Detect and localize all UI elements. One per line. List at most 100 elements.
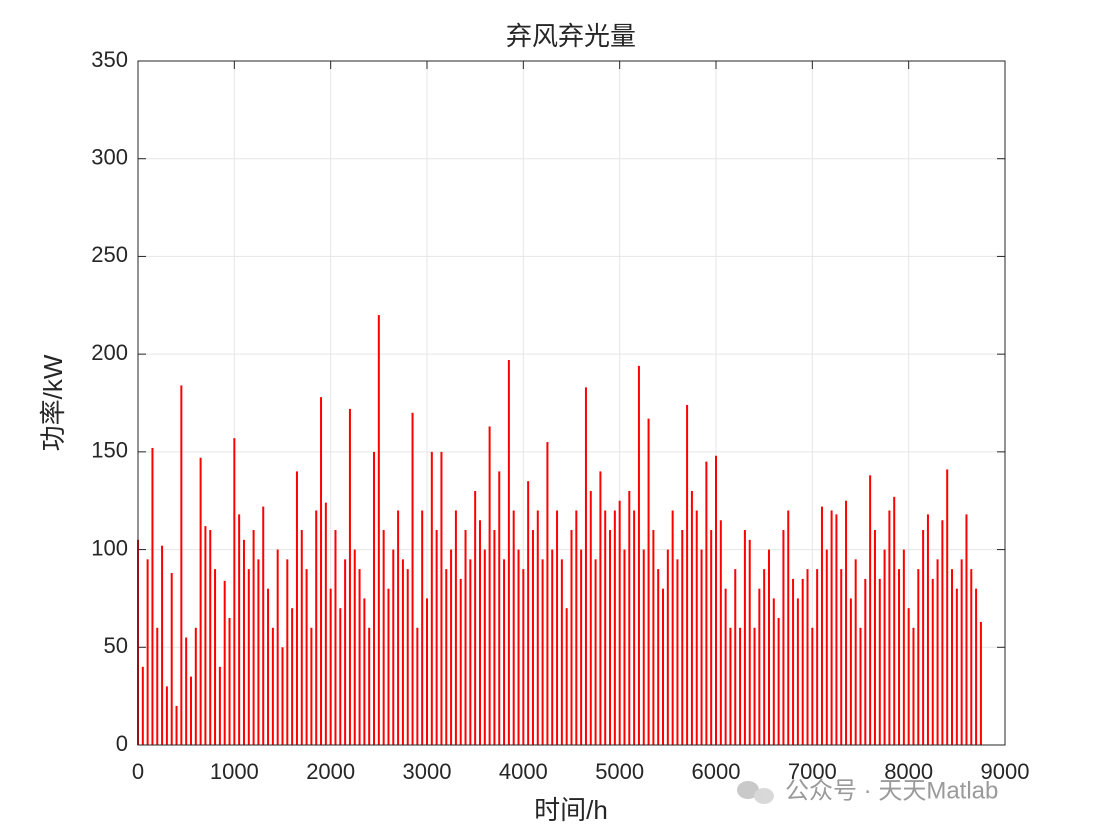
bar <box>503 559 506 745</box>
bar <box>214 569 217 745</box>
bar <box>242 539 245 745</box>
bar <box>888 510 891 745</box>
bar <box>565 608 568 745</box>
bar <box>507 360 510 745</box>
bar <box>170 573 173 745</box>
watermark-icon <box>737 781 774 804</box>
bar <box>743 530 746 745</box>
bar <box>873 530 876 745</box>
x-tick-label: 4000 <box>499 759 548 784</box>
bar <box>662 588 665 745</box>
bar <box>151 447 154 745</box>
bar <box>556 510 559 745</box>
bar <box>946 469 949 745</box>
bar <box>411 412 414 745</box>
bar <box>926 514 929 745</box>
bar <box>589 490 592 745</box>
bar <box>917 569 920 745</box>
x-tick-label: 3000 <box>403 759 452 784</box>
x-axis-label: 时间/h <box>534 795 608 825</box>
bar <box>811 627 814 745</box>
bar <box>772 598 775 745</box>
bar <box>469 559 472 745</box>
bar <box>474 490 477 745</box>
bar <box>493 530 496 745</box>
bar <box>970 569 973 745</box>
bar <box>753 627 756 745</box>
bar <box>262 506 265 745</box>
bar <box>517 549 520 745</box>
bar <box>936 559 939 745</box>
bar <box>840 569 843 745</box>
bar <box>883 549 886 745</box>
bar <box>859 627 862 745</box>
bar <box>194 627 197 745</box>
bar <box>898 569 901 745</box>
bar <box>623 549 626 745</box>
y-tick-label: 350 <box>91 47 128 72</box>
bar <box>979 621 982 745</box>
bar <box>931 578 934 745</box>
bar <box>233 438 236 745</box>
bar <box>315 510 318 745</box>
bar <box>536 510 539 745</box>
bar <box>560 559 563 745</box>
bar <box>719 520 722 745</box>
bar <box>642 549 645 745</box>
bar <box>363 598 366 745</box>
axes-box <box>137 60 1006 746</box>
bar <box>295 471 298 745</box>
bar <box>806 569 809 745</box>
bar <box>146 559 149 745</box>
bar <box>681 530 684 745</box>
bar <box>531 530 534 745</box>
x-tick-label: 5000 <box>595 759 644 784</box>
bar <box>156 627 159 745</box>
bar <box>247 569 250 745</box>
bar <box>440 451 443 745</box>
bar <box>724 588 727 745</box>
bar <box>854 559 857 745</box>
bar <box>941 520 944 745</box>
bar <box>575 510 578 745</box>
bar <box>382 530 385 745</box>
bar <box>700 549 703 745</box>
bar <box>199 457 202 745</box>
bar <box>777 617 780 745</box>
x-tick-label: 6000 <box>692 759 741 784</box>
bar <box>825 549 828 745</box>
bar <box>902 549 905 745</box>
bar <box>657 569 660 745</box>
bar <box>228 617 231 745</box>
bar <box>218 666 221 745</box>
bar <box>522 569 525 745</box>
bar <box>801 578 804 745</box>
bar <box>912 627 915 745</box>
bar <box>300 530 303 745</box>
bar <box>618 500 621 745</box>
bar <box>609 530 612 745</box>
bar <box>305 569 308 745</box>
bar <box>671 510 674 745</box>
bar <box>686 404 689 745</box>
bar <box>454 510 457 745</box>
bar <box>426 598 428 745</box>
bar <box>845 500 848 745</box>
bar <box>276 549 279 745</box>
bar <box>695 510 698 745</box>
bar <box>387 588 390 745</box>
bar <box>401 559 404 745</box>
bar <box>450 549 453 745</box>
bar <box>459 578 462 745</box>
bar <box>512 510 515 745</box>
x-tick-label: 0 <box>132 759 144 784</box>
bar <box>763 569 766 745</box>
bar <box>339 608 342 745</box>
bar <box>310 627 313 745</box>
bar <box>416 627 419 745</box>
bar <box>690 490 693 745</box>
bar <box>975 588 978 745</box>
bar <box>594 559 597 745</box>
bar <box>676 559 679 745</box>
